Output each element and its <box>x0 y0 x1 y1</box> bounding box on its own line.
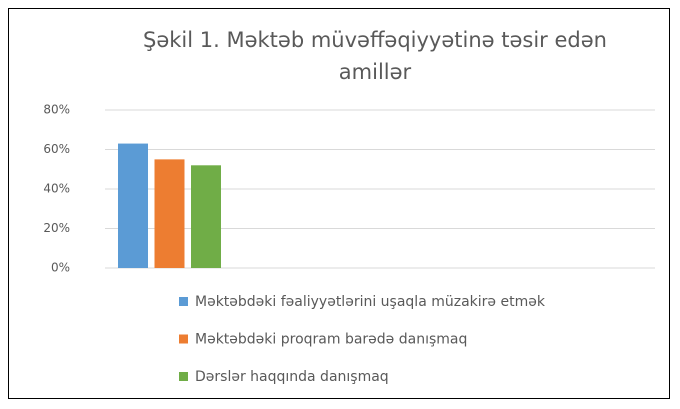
chart-frame <box>8 8 670 399</box>
y-tick-label: 20% <box>43 221 70 235</box>
bar <box>118 143 148 268</box>
legend-swatch <box>179 334 188 344</box>
y-tick-label: 60% <box>43 142 70 156</box>
y-tick-label: 0% <box>51 261 70 275</box>
legend-swatch <box>179 372 188 381</box>
bar <box>154 159 185 268</box>
y-tick-label: 40% <box>43 182 70 196</box>
chart-title: Şəkil 1. Məktəb müvəffəqiyyətinə təsir e… <box>143 28 607 84</box>
legend-label: Məktəbdəki proqram barədə danışmaq <box>195 332 467 348</box>
legend-swatch <box>179 297 188 306</box>
bar <box>191 165 221 268</box>
legend-label: Məktəbdəki fəaliyyətlərini uşaqla müzaki… <box>195 294 546 310</box>
legend-label: Dərslər haqqında danışmaq <box>195 369 389 385</box>
y-tick-label: 80% <box>43 103 70 117</box>
